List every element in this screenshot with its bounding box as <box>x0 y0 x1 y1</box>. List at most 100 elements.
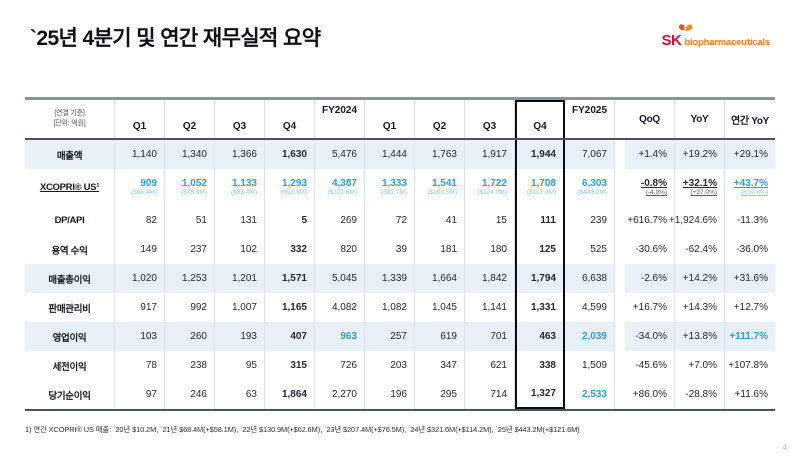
cell-value: +31.6% <box>733 272 768 284</box>
table-cell: 621 <box>465 351 515 380</box>
table-cell: 63 <box>215 380 265 409</box>
table-cell: 6,638 <box>565 264 615 293</box>
table-cell: 238 <box>165 351 215 380</box>
table-cell: 7,067 <box>565 140 615 169</box>
table-cell: -30.6% <box>625 235 675 264</box>
cell-value: 102 <box>240 243 257 255</box>
table-cell: 1,842 <box>465 264 515 293</box>
row-label: 세전이익 <box>25 351 115 380</box>
cell-value: 1,133 <box>231 177 257 189</box>
table-cell: 1,630 <box>265 140 315 169</box>
table-cell: 4,599 <box>565 293 615 322</box>
cell-value: -30.6% <box>635 243 667 255</box>
table-cell: 726 <box>315 351 365 380</box>
table-cell: 407 <box>265 322 315 351</box>
row-label: DP/API <box>25 206 115 235</box>
table-cell: 1,366 <box>215 140 265 169</box>
cell-value: 39 <box>395 243 407 255</box>
column-gap <box>615 322 625 351</box>
cell-value: 72 <box>395 214 407 226</box>
table-cell: 347 <box>415 351 465 380</box>
table-cell: 917 <box>115 293 165 322</box>
cell-value: 820 <box>340 243 357 255</box>
table-cell: 315 <box>265 351 315 380</box>
table-cell: 1,944 <box>515 140 565 169</box>
cell-value: 4,599 <box>581 301 607 313</box>
cell-subvalue: ($92.9M) <box>280 189 307 197</box>
table-cell: 909 ($68.4M) <box>115 169 165 206</box>
column-header-label: YoY <box>690 113 709 125</box>
table-cell: 5 <box>265 206 315 235</box>
cell-value: 239 <box>590 214 607 226</box>
table-cell: 257 <box>365 322 415 351</box>
table-cell: 269 <box>315 206 365 235</box>
cell-value: +1,924.6% <box>668 214 717 226</box>
table-cell: 1,339 <box>365 264 415 293</box>
cell-value: 257 <box>390 330 407 342</box>
cell-value: -11.3% <box>737 214 768 226</box>
table-cell: +11.6% <box>725 380 775 409</box>
cell-value: 180 <box>490 243 507 255</box>
row-label: 매출총이익 <box>25 264 115 293</box>
table-cell: +32.1% (+27.0%) <box>675 169 725 206</box>
cell-value: +19.2% <box>682 148 717 160</box>
row-label-text: 영업이익 <box>52 332 87 344</box>
column-header-label: Q2 <box>432 121 447 132</box>
cell-value: 103 <box>140 330 157 342</box>
cell-value: -28.8% <box>685 388 717 400</box>
slide: `25년 4분기 및 연간 재무실적 요약 SK biopharmaceutic… <box>0 22 800 452</box>
cell-value: 82 <box>145 214 157 226</box>
table-cell: 714 <box>465 380 515 409</box>
cell-value: 992 <box>190 301 207 313</box>
cell-value: 1,140 <box>131 148 157 160</box>
table-cell: 2,039 <box>565 322 615 351</box>
logo-subtext: biopharmaceuticals <box>684 37 770 48</box>
cell-value: 714 <box>490 388 507 400</box>
table-row: 매출액 1,140 1,340 1,366 1,630 5,476 1,444 1,763 1,… <box>25 140 775 169</box>
cell-value: 237 <box>190 243 207 255</box>
cell-value: 726 <box>340 359 357 371</box>
row-label-text: DP/API <box>54 215 85 226</box>
cell-value: 1,664 <box>431 272 457 284</box>
cell-value: 5 <box>301 214 307 226</box>
cell-subvalue: ($91.7M) <box>380 189 407 197</box>
cell-value: 1,794 <box>530 272 556 284</box>
row-label-text: 세전이익 <box>52 361 87 373</box>
row-label-text: 매출총이익 <box>48 274 91 286</box>
cell-value: 1,253 <box>181 272 207 284</box>
cell-value: +14.3% <box>682 301 717 313</box>
footnote: 1) 연간 XCOPRI® US 매출: `20년 $10.2M, `21년 $… <box>25 425 580 434</box>
cell-value: 1,020 <box>131 272 157 284</box>
cell-value: 78 <box>145 359 157 371</box>
cell-value: 315 <box>290 359 307 371</box>
table-cell: 1,141 <box>465 293 515 322</box>
column-header: FY2024 <box>315 100 365 138</box>
table-cell: +107.8% <box>725 351 775 380</box>
cell-subvalue: ($321.6M) <box>327 189 357 197</box>
column-header-label: Q3 <box>232 121 247 132</box>
cell-subvalue: ($76.9M) <box>180 189 207 197</box>
cell-value: 6,303 <box>581 177 607 189</box>
cell-value: 260 <box>190 330 207 342</box>
table-cell: 6,303 ($443.2M) <box>565 169 615 206</box>
column-gap <box>615 169 625 206</box>
cell-value: 1,708 <box>530 177 556 189</box>
table-cell: 78 <box>115 351 165 380</box>
table-cell: -34.0% <box>625 322 675 351</box>
cell-value: 5,476 <box>331 148 357 160</box>
table-cell: 193 <box>215 322 265 351</box>
cell-value: 963 <box>340 330 357 342</box>
table-cell: 1,165 <box>265 293 315 322</box>
cell-value: 332 <box>290 243 307 255</box>
table-cell: 72 <box>365 206 415 235</box>
logo-sk-text: SK <box>661 32 682 49</box>
row-label: 용역 수익 <box>25 235 115 264</box>
table-cell: -28.8% <box>675 380 725 409</box>
cell-value: 525 <box>590 243 607 255</box>
table-cell: 1,133 ($83.4M) <box>215 169 265 206</box>
cell-value: 1,509 <box>581 359 607 371</box>
cell-value: -0.8% <box>640 177 667 189</box>
cell-value: +13.8% <box>682 330 717 342</box>
table-cell: 102 <box>215 235 265 264</box>
table-cell: 1,082 <box>365 293 415 322</box>
